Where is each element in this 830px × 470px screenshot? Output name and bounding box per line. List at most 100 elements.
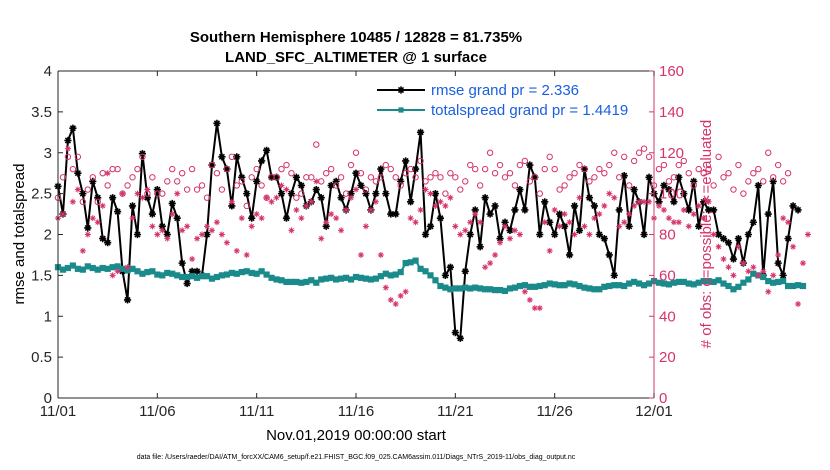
data-point	[248, 214, 256, 222]
data-point	[59, 211, 66, 218]
data-point	[775, 278, 782, 286]
data-point	[144, 186, 151, 193]
data-point	[526, 296, 533, 303]
legend-entry: totalspread grand pr = 1.4419	[377, 102, 628, 119]
data-point	[710, 206, 718, 214]
data-point	[99, 234, 107, 243]
data-point	[596, 286, 603, 293]
data-point	[238, 173, 246, 181]
data-point	[780, 277, 787, 285]
data-point	[526, 161, 534, 169]
data-point	[199, 231, 206, 238]
data-point	[174, 190, 181, 197]
data-point	[536, 230, 544, 239]
data-point	[184, 223, 191, 230]
data-point	[362, 186, 370, 193]
data-point	[705, 206, 713, 214]
data-point	[119, 190, 126, 197]
data-point	[735, 243, 742, 250]
data-point	[591, 215, 598, 222]
data-point	[655, 165, 663, 173]
data-point	[501, 174, 509, 181]
data-point	[89, 264, 96, 272]
data-point	[397, 182, 404, 189]
data-point	[59, 174, 67, 181]
data-point	[283, 161, 290, 169]
axes: 11/01 11/06 11/11 11/16 11/21 11/26 12/0100.51…	[31, 63, 684, 420]
data-point	[333, 215, 340, 222]
data-point	[298, 279, 305, 286]
data-point	[690, 177, 698, 185]
data-point	[452, 174, 459, 181]
data-point	[581, 165, 588, 173]
data-point	[204, 223, 210, 230]
data-point	[799, 282, 807, 290]
data-point	[451, 329, 459, 337]
data-point	[143, 194, 151, 202]
data-point	[263, 271, 270, 278]
data-point	[551, 206, 558, 213]
data-point	[129, 265, 136, 272]
data-point	[462, 227, 469, 234]
data-point	[590, 202, 598, 210]
data-point	[382, 270, 389, 277]
data-point	[452, 285, 459, 292]
data-point	[765, 149, 772, 156]
data-point	[303, 278, 310, 286]
data-point	[467, 285, 474, 292]
data-point	[561, 211, 568, 218]
data-point	[397, 269, 404, 276]
data-point	[442, 284, 449, 291]
data-point	[169, 211, 176, 218]
data-point	[382, 161, 389, 169]
data-point	[64, 153, 72, 161]
data-point	[531, 173, 539, 181]
data-point	[785, 282, 792, 290]
data-point	[546, 247, 553, 254]
data-point	[308, 198, 315, 205]
data-point	[213, 273, 221, 281]
data-point	[149, 223, 156, 230]
data-point	[362, 190, 370, 198]
data-point	[233, 182, 241, 189]
data-point	[357, 169, 365, 177]
data-point	[154, 271, 161, 278]
data-point	[556, 223, 563, 230]
data-point	[104, 170, 111, 177]
data-point	[536, 282, 543, 290]
data-point	[402, 157, 410, 165]
data-point	[148, 210, 156, 218]
data-point	[114, 165, 121, 173]
data-point	[69, 165, 77, 173]
data-point	[506, 285, 514, 292]
data-point	[620, 172, 628, 180]
data-point	[595, 230, 603, 239]
data-point	[476, 182, 484, 189]
data-point	[750, 169, 757, 177]
data-point	[412, 219, 419, 226]
data-point	[760, 178, 767, 185]
data-point	[183, 186, 191, 193]
data-point	[551, 165, 558, 173]
data-point	[610, 271, 618, 279]
data-point	[134, 268, 141, 275]
data-point	[353, 186, 359, 193]
data-point	[218, 231, 225, 238]
data-point	[293, 206, 300, 213]
data-point	[248, 269, 255, 277]
data-point	[173, 214, 181, 222]
data-point	[298, 190, 305, 197]
data-point	[576, 161, 583, 169]
y-right-tick-label: 160	[659, 63, 684, 80]
data-point	[114, 208, 122, 216]
x-tick-label: 12/01	[635, 403, 673, 420]
data-point	[338, 227, 345, 234]
data-point	[601, 202, 608, 209]
data-point	[372, 178, 380, 185]
data-point	[591, 174, 598, 181]
data-point	[565, 251, 574, 259]
data-point	[477, 219, 484, 226]
data-point	[432, 277, 439, 284]
data-point	[621, 282, 628, 290]
data-point	[213, 219, 220, 226]
